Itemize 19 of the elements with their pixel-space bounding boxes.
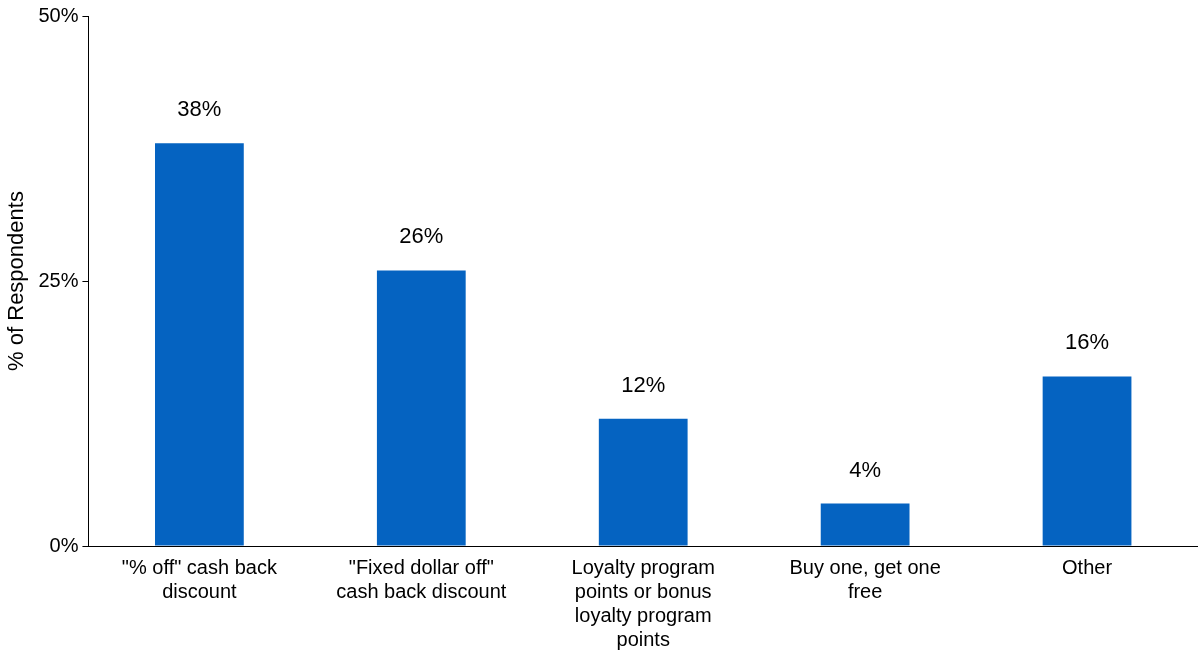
y-tick-label: 25%	[38, 268, 79, 291]
x-tick-label: Loyalty program points or bonus loyalty program points	[571, 555, 715, 650]
y-tick-label: 0%	[49, 533, 79, 556]
bar	[820, 503, 910, 546]
data-label: 26%	[399, 223, 444, 249]
data-label: 16%	[1065, 329, 1110, 355]
data-label: 38%	[177, 96, 222, 122]
data-label: 4%	[849, 456, 882, 482]
x-tick-label: Buy one, get one free	[789, 555, 941, 602]
y-axis-title: % of Respondents	[3, 191, 29, 371]
bar	[376, 270, 466, 546]
bar	[598, 418, 688, 546]
x-tick-label: Other	[1062, 555, 1113, 578]
bar	[1042, 376, 1132, 546]
x-tick-label: "Fixed dollar off" cash back discount	[336, 555, 507, 602]
data-label: 12%	[621, 371, 666, 397]
x-tick-label: "% off" cash back discount	[121, 555, 278, 602]
bar	[155, 143, 244, 546]
y-tick-label: 50%	[38, 3, 79, 26]
